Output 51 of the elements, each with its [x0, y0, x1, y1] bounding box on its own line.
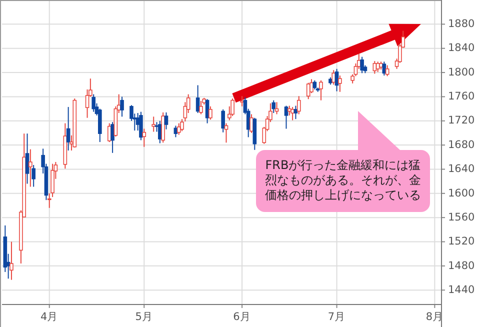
x-tick-label: 5月 — [135, 310, 153, 323]
y-tick-label: 1800 — [448, 66, 475, 78]
y-tick-label: 1720 — [448, 114, 475, 127]
candlestick — [230, 98, 234, 117]
candlestick — [139, 111, 143, 141]
candlestick — [152, 116, 156, 132]
candlestick — [142, 128, 146, 148]
candlestick — [164, 112, 168, 130]
y-tick-label: 1880 — [448, 18, 475, 30]
candlestick — [312, 80, 317, 90]
candlestick — [296, 96, 301, 115]
x-tick-label: 7月 — [328, 310, 346, 323]
candlestick — [32, 164, 36, 188]
x-tick-label: 8月 — [426, 310, 444, 323]
candlestick — [290, 106, 294, 121]
candlestick — [10, 241, 14, 280]
candlestick — [180, 118, 184, 132]
y-tick-label: 1560 — [448, 211, 475, 224]
y-tick-label: 1680 — [448, 138, 475, 151]
candlestick — [274, 102, 279, 115]
candlestick — [250, 114, 254, 134]
y-tick-label: 1520 — [448, 236, 475, 248]
candlestick — [66, 106, 70, 151]
candlestick — [360, 56, 364, 74]
candlestick — [284, 105, 288, 130]
candlestick — [319, 80, 323, 101]
candlestick — [92, 94, 96, 112]
candlestick — [385, 64, 390, 77]
candlestick — [221, 108, 225, 133]
candlestick — [25, 133, 30, 184]
candlestick — [110, 122, 114, 154]
y-tick-label: 1640 — [448, 163, 475, 176]
candlestick — [332, 70, 336, 86]
y-tick-label: 1440 — [448, 284, 475, 296]
candlestick — [272, 100, 276, 114]
x-tick-label: 6月 — [233, 310, 251, 323]
candlestick — [199, 100, 203, 115]
candlestick — [338, 75, 342, 92]
y-tick-label: 1760 — [448, 90, 475, 103]
candlestick — [50, 163, 54, 198]
y-tick-label: 1840 — [448, 42, 475, 54]
x-tick-label: 4月 — [40, 310, 58, 323]
candlestick — [240, 96, 244, 107]
annotation: FRBが行った金融緩和には猛烈なものがある。それが、金価格の押し上げになっている — [264, 158, 422, 203]
candlestick — [208, 106, 212, 120]
y-tick-label: 1480 — [448, 260, 475, 272]
candlestick — [28, 148, 32, 188]
candlestick — [47, 192, 52, 208]
candlestick — [176, 122, 181, 136]
y-tick-label: 1600 — [448, 187, 475, 200]
candlestick — [120, 96, 124, 118]
